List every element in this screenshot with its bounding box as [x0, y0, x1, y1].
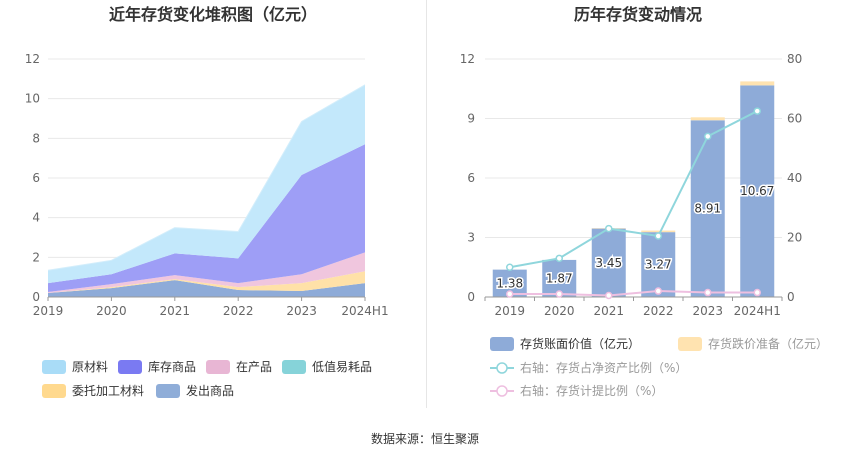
x-tick-label: 2024H1 — [341, 304, 388, 318]
x-tick-label: 2020 — [96, 304, 127, 318]
y2-tick-label: 40 — [787, 171, 802, 185]
legend-swatch — [282, 360, 306, 374]
line-point — [506, 290, 514, 298]
y2-tick-label: 60 — [787, 112, 802, 126]
x-tick-label: 2020 — [544, 304, 575, 318]
y2-tick-label: 20 — [787, 231, 802, 245]
line-point — [654, 232, 662, 240]
bar-data-label: 3.27 — [645, 258, 672, 272]
bar-book-value — [740, 85, 775, 298]
line-series-右轴：存货计提比例（%） — [509, 290, 758, 297]
line-point — [753, 107, 761, 115]
x-tick-label: 2023 — [692, 304, 723, 318]
y-tick-label: 2 — [32, 250, 40, 264]
bar-data-label: 3.45 — [595, 256, 622, 270]
x-tick-label: 2019 — [33, 304, 64, 318]
bar-data-label: 1.38 — [496, 276, 523, 290]
y-tick-label: 8 — [32, 131, 40, 145]
inventory-bar-line-chart: 历年存货变动情况 0 3 6 9 12 0 20 40 60 80 2019 2020 2021 2022 2… — [460, 5, 828, 398]
legend-swatch — [118, 360, 142, 374]
legend-label: 委托加工材料 — [72, 384, 144, 398]
legend-label: 存货账面价值（亿元） — [520, 336, 640, 351]
line-point — [654, 287, 662, 295]
x-tick-label: 2021 — [593, 304, 624, 318]
legend-swatch — [42, 384, 66, 398]
line-point — [704, 288, 712, 297]
bar-impairment — [740, 81, 775, 86]
y-tick-label: 0 — [467, 290, 475, 304]
legend-swatch — [678, 337, 702, 351]
bar-book-value — [591, 228, 626, 297]
legend-label: 右轴：存货计提比例（%） — [520, 383, 663, 398]
legend-label: 右轴：存货占净资产比例（%） — [520, 360, 687, 375]
area-series-原材料 — [48, 84, 365, 284]
area-series-在产品 — [48, 252, 365, 294]
y-tick-label: 12 — [460, 52, 475, 66]
line-point — [555, 254, 563, 263]
line-point — [753, 288, 761, 297]
area-series-库存商品 — [48, 144, 365, 293]
x-tick-label: 2019 — [494, 304, 525, 318]
total-outline — [47, 84, 366, 271]
line-point — [555, 290, 563, 298]
legend-swatch — [490, 337, 514, 351]
x-tick-label: 2024H1 — [734, 304, 781, 318]
area-series-委托加工材料 — [48, 271, 365, 294]
y2-tick-label: 0 — [787, 290, 795, 304]
y-tick-label: 6 — [467, 171, 475, 185]
legend-label: 库存商品 — [148, 359, 196, 374]
stacked-area-chart: 近年存货变化堆积图（亿元） 0 2 4 6 8 10 12 2019 2020 2021 2022 20… — [25, 5, 389, 398]
legend-label: 原材料 — [72, 360, 108, 374]
chart-title: 近年存货变化堆积图（亿元） — [109, 5, 317, 24]
legend-swatch — [42, 360, 66, 374]
y2-tick-label: 80 — [787, 52, 802, 66]
panel-divider — [426, 0, 427, 408]
y-tick-label: 10 — [25, 92, 40, 106]
legend-label: 低值易耗品 — [312, 359, 372, 374]
y-tick-label: 3 — [467, 231, 475, 245]
x-tick-label: 2023 — [286, 304, 317, 318]
y-tick-label: 0 — [32, 290, 40, 304]
y-tick-label: 4 — [32, 211, 40, 225]
legend-label: 发出商品 — [186, 383, 234, 398]
bar-data-label: 10.67 — [740, 184, 774, 198]
y-tick-label: 6 — [32, 171, 40, 185]
bar-data-label: 8.91 — [694, 202, 721, 216]
bar-impairment — [641, 230, 676, 233]
x-tick-label: 2021 — [160, 304, 191, 318]
legend-swatch — [156, 384, 180, 398]
y-tick-label: 9 — [467, 112, 475, 126]
legend-swatch-marker — [496, 362, 508, 374]
line-point — [704, 132, 712, 141]
line-point — [605, 224, 613, 233]
legend-label: 存货跌价准备（亿元） — [708, 336, 828, 351]
legend-swatch-marker — [496, 385, 508, 397]
bar-book-value — [641, 232, 676, 297]
bar-book-value — [690, 120, 725, 297]
data-source-note: 数据来源：恒生聚源 — [370, 432, 479, 446]
line-point — [605, 291, 613, 300]
x-tick-label: 2022 — [643, 304, 674, 318]
line-series-右轴：存货占净资产比例（%） — [509, 110, 758, 269]
line-point — [506, 263, 514, 271]
x-tick-label: 2022 — [223, 304, 254, 318]
y-tick-label: 12 — [25, 52, 40, 66]
area-series-发出商品 — [48, 280, 365, 297]
legend-swatch — [206, 360, 230, 374]
bar-data-label: 1.87 — [546, 271, 573, 285]
legend-label: 在产品 — [236, 360, 272, 374]
chart-title: 历年存货变动情况 — [574, 5, 702, 24]
bar-impairment — [690, 117, 725, 121]
